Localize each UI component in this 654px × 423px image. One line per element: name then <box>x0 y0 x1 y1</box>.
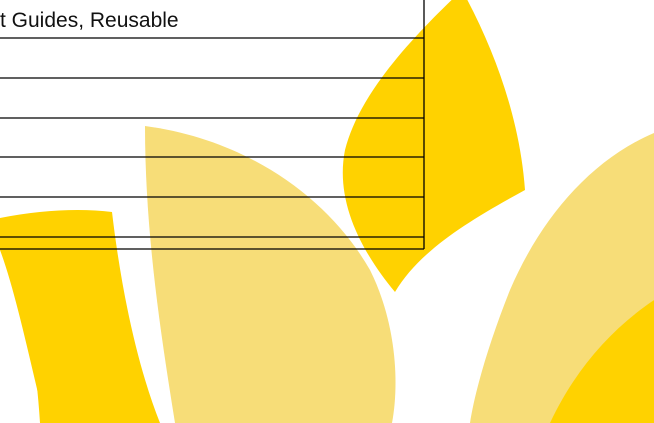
petal-bright-lower-left <box>30 332 80 423</box>
petal-bright-bottom-right <box>550 300 654 423</box>
petal-bright-left <box>0 210 160 423</box>
petal-light-center <box>145 126 396 423</box>
table-grid <box>0 0 425 250</box>
petal-bright-top <box>342 0 525 292</box>
petal-light-right <box>470 133 654 423</box>
cell-text: t Guides, Reusable <box>0 9 179 32</box>
